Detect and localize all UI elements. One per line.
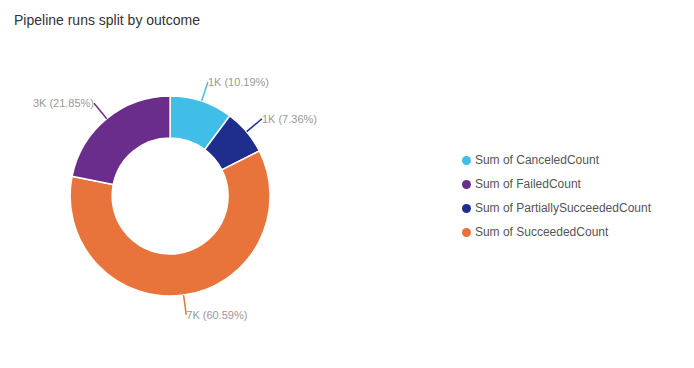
svg-text:1K (10.19%): 1K (10.19%) [208,76,269,88]
html-text:Pipeline runs split by outcome: Pipeline runs split by outcome [14,12,200,28]
svg-text:3K (21.85%): 3K (21.85%) [33,97,94,109]
svg-text:1K (7.36%): 1K (7.36%) [262,113,317,125]
html-text:Sum of PartiallySucceededCount: Sum of PartiallySucceededCount [474,201,651,215]
html-text:Sum of FailedCount: Sum of FailedCount [474,177,581,191]
html-text:Sum of CanceledCount: Sum of CanceledCount [474,153,599,167]
svg-text:7K (60.59%): 7K (60.59%) [186,309,247,321]
html-text:Sum of SucceededCount: Sum of SucceededCount [474,225,609,239]
